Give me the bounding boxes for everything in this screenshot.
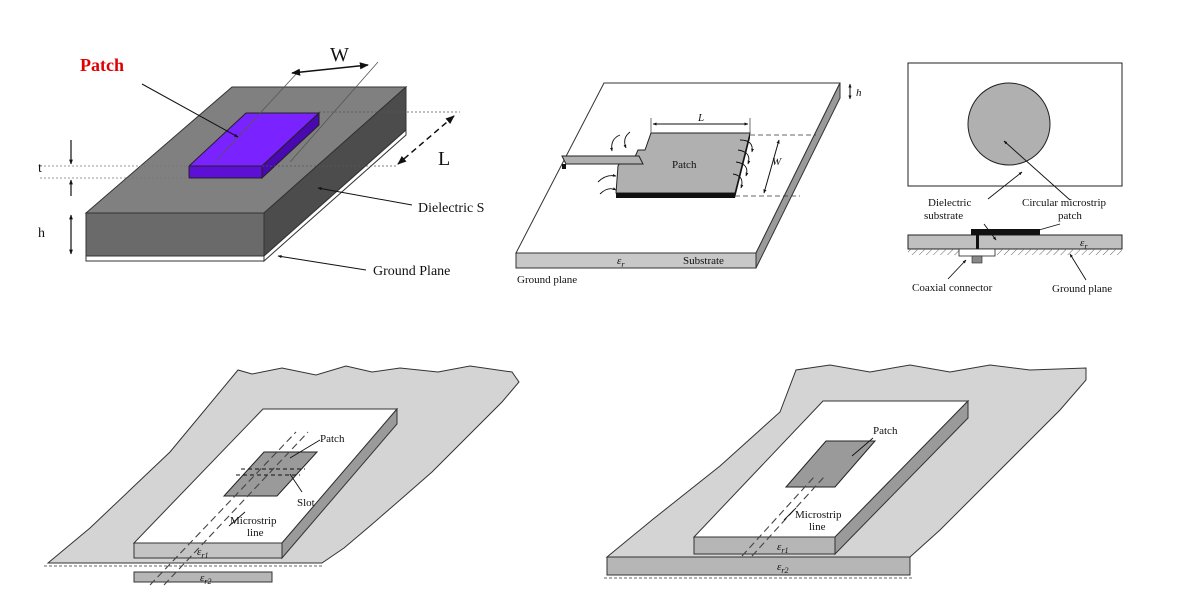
w-label: W xyxy=(330,44,349,66)
fig2-feed-line xyxy=(561,155,644,165)
fig2-substrate-label: Substrate xyxy=(683,255,724,267)
ground-pointer xyxy=(277,254,367,271)
fig2-er-label: εr xyxy=(617,255,625,269)
fig4-slot-label: Slot xyxy=(297,497,315,509)
patch-side xyxy=(261,111,320,180)
fig4-microstrip-line-b xyxy=(163,431,309,586)
fig5-microstrip-label-1: Microstrip xyxy=(795,509,842,521)
fig2-patch-label: Patch xyxy=(672,159,697,171)
fig2-fringe-fields xyxy=(597,131,754,195)
fig3-dielectric-pointer xyxy=(987,171,1023,200)
ground-plane-strip xyxy=(85,255,265,262)
w-arrow xyxy=(291,62,369,76)
fig3-coax-connector xyxy=(958,248,996,257)
figure-3-circular-patch: Dielectric substrate Circular microstrip… xyxy=(907,62,1123,295)
fig2-l-label: L xyxy=(697,112,704,124)
t-label: t xyxy=(38,161,42,176)
l-arrow xyxy=(397,115,455,165)
fig5-er2-label: εr2 xyxy=(777,561,788,575)
fig2-feed-edge xyxy=(562,164,566,169)
fig2-w-label: W xyxy=(772,156,782,168)
fig3-patch-label-2: patch xyxy=(1058,210,1082,222)
fig3-side-patch xyxy=(971,229,1040,235)
dielectric-pointer xyxy=(317,187,413,206)
ground-label: Ground Plane xyxy=(373,264,450,279)
fig3-patch-pointer xyxy=(1003,140,1071,201)
dielectric-label: Dielectric S xyxy=(418,201,484,216)
figure-4-aperture-coupled-patch: Patch Slot Microstrip line εr1 εr2 xyxy=(44,365,520,586)
fig5-microstrip-line-b xyxy=(751,476,825,557)
fig5-microstrip-pointer xyxy=(783,507,797,521)
fig2-w-arrow xyxy=(763,139,780,194)
fig4-er1-label: εr1 xyxy=(197,546,208,560)
fig5-patch-label: Patch xyxy=(873,425,898,437)
fig4-microstrip-label-2: line xyxy=(247,527,264,539)
w-guide-left xyxy=(214,71,299,163)
fig5-lower-substrate-front xyxy=(606,556,911,576)
fig4-lower-substrate xyxy=(133,571,273,583)
fig5-substrate-side xyxy=(834,399,969,556)
fig4-patch-label: Patch xyxy=(320,433,345,445)
w-guide-right xyxy=(289,61,379,163)
patch-front xyxy=(188,165,263,179)
fig5-patch-pointer xyxy=(851,437,874,457)
patch-pointer xyxy=(141,83,239,138)
fig5-substrate-front xyxy=(693,536,836,555)
fig3-side-hatch xyxy=(908,249,1122,255)
fig3-dielectric-label-1: Dielectric xyxy=(928,197,971,209)
patch-label: Patch xyxy=(80,55,124,75)
fig2-patch-edge-side xyxy=(735,133,750,198)
fig3-ground-pointer xyxy=(1069,253,1087,281)
fig4-microstrip-label-1: Microstrip xyxy=(230,515,277,527)
h-label: h xyxy=(38,226,45,241)
l-label: L xyxy=(438,148,450,170)
fig2-h-label: h xyxy=(856,87,862,99)
fig4-substrate-side xyxy=(281,407,398,560)
fig3-side-substrate xyxy=(907,234,1123,250)
fig2-substrate-side xyxy=(755,82,841,269)
fig4-slot-pointer xyxy=(289,473,303,493)
fig3-ground-label: Ground plane xyxy=(1052,283,1112,295)
fig3-er-label: εr xyxy=(1080,237,1088,251)
fig5-patch xyxy=(784,440,877,488)
figure-2-inset-fed-patch: h Patch L W εr Substrate xyxy=(515,82,862,286)
fig3-coax-body xyxy=(971,255,983,264)
fig5-microstrip-line-a xyxy=(741,476,815,557)
fig5-microstrip-label-2: line xyxy=(809,521,826,533)
substrate-front xyxy=(85,212,265,257)
fig5-er1-label: εr1 xyxy=(777,541,788,555)
fig2-patch-edge xyxy=(616,193,735,198)
figure-5-proximity-coupled-patch: Patch Microstrip line εr1 εr2 xyxy=(604,364,1087,579)
fig4-patch-pointer xyxy=(289,439,321,459)
fig4-er2-label: εr2 xyxy=(200,572,211,586)
fig3-coax-pointer xyxy=(947,259,967,280)
fig3-dielectric-side-pointer xyxy=(983,223,997,241)
fig4-patch xyxy=(222,451,319,497)
fig3-circular-patch xyxy=(967,82,1051,166)
fig3-patch-side-pointer xyxy=(1031,223,1061,233)
fig4-microstrip-line-a xyxy=(149,431,297,586)
fig2-ground-label: Ground plane xyxy=(517,274,577,286)
fig3-coax-pin xyxy=(976,229,979,257)
fig4-microstrip-pointer xyxy=(228,511,246,527)
fig3-dielectric-label-2: substrate xyxy=(924,210,963,222)
fig3-patch-label-1: Circular microstrip xyxy=(1022,197,1107,209)
fig3-coax-label: Coaxial connector xyxy=(912,282,993,294)
figure-1-rectangular-patch: W L t h Patch Dielectric S Ground Plane xyxy=(38,44,484,279)
